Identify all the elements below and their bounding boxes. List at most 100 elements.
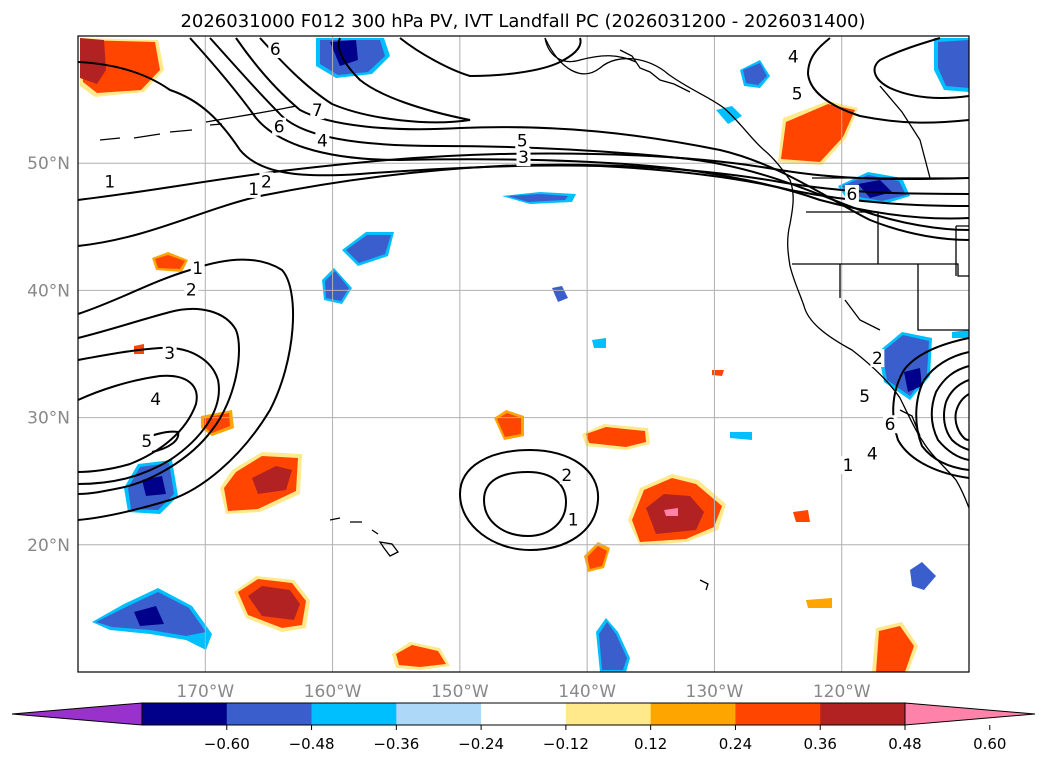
pv-negative-anomaly <box>316 38 390 78</box>
contour-label-bg <box>566 510 581 529</box>
contour-label: 2 <box>186 280 197 300</box>
contour-lines <box>77 37 970 552</box>
contour-label-bg <box>162 344 177 362</box>
colorbar-tick-label: −0.48 <box>289 735 335 753</box>
pv-positive-anomaly <box>778 101 858 165</box>
contour-label: 6 <box>270 40 281 60</box>
pv-negative-anomaly <box>92 588 212 650</box>
contour-label: 1 <box>843 456 854 476</box>
pv-negative-anomaly <box>342 232 394 266</box>
contour-label-bg <box>272 117 287 136</box>
contour-label-bg <box>148 389 163 408</box>
pv-positive-anomaly <box>872 622 918 672</box>
contour-label: 6 <box>274 118 285 138</box>
contour-label-bg <box>515 131 530 150</box>
colorbar-tick-label: −0.24 <box>458 735 504 753</box>
contour-label-bg <box>790 84 805 103</box>
contour-label: 5 <box>141 432 152 452</box>
lat-tick-label: 20°N <box>27 536 70 556</box>
contour-label-bg <box>190 258 205 277</box>
colorbar-extend-min <box>11 702 143 726</box>
contour-label-bg <box>844 185 859 203</box>
colorbar-tick-label: 0.36 <box>804 735 837 753</box>
lat-axis: 50°N 40°N 30°N 20°N <box>27 154 70 556</box>
contour-label: 2 <box>561 466 572 486</box>
colorbar-tick-label: −0.36 <box>373 735 419 753</box>
pv-negative-anomaly <box>552 60 969 590</box>
contour-label: 3 <box>518 148 529 168</box>
contour-label: 4 <box>867 444 878 464</box>
pv-positive-anomaly <box>234 576 310 632</box>
pv-positive-anomaly <box>220 452 302 514</box>
lon-tick-label: 120°W <box>813 682 871 702</box>
contour-label: 3 <box>164 344 175 364</box>
colorbar-segment <box>650 703 736 725</box>
colorbar-segment <box>142 703 228 725</box>
contour-label: 6 <box>885 415 896 435</box>
colorbar-tick-label: 0.60 <box>973 735 1006 753</box>
contour-label-bg <box>139 431 154 450</box>
contour-label-bg <box>268 39 283 58</box>
colorbar-tick-label: −0.60 <box>204 735 250 753</box>
contour-label-bg <box>865 444 880 463</box>
contour-label-bg <box>516 148 531 167</box>
colorbar-segment <box>396 703 482 725</box>
chart-title: 2026031000 F012 300 hPa PV, IVT Landfall… <box>180 11 865 32</box>
contour-label-bg <box>870 349 885 368</box>
contour-label-bg <box>259 172 274 191</box>
contour-label: 7 <box>312 101 323 121</box>
map-frame <box>77 35 970 673</box>
contour-label-bg <box>310 101 325 120</box>
contour-label-bg <box>857 387 872 406</box>
lon-tick-label: 140°W <box>558 682 616 702</box>
colorbar-tick-label: 0.24 <box>719 735 752 753</box>
pv-positive-anomaly <box>392 642 450 670</box>
pv-negative-anomaly <box>502 192 576 204</box>
pv-positive-anomaly <box>628 474 726 546</box>
lat-tick-label: 40°N <box>27 281 70 301</box>
colorbar-segment <box>820 703 906 725</box>
contour-label: 1 <box>104 172 115 192</box>
colorbar-segment <box>481 703 567 725</box>
lat-tick-label: 30°N <box>27 409 70 429</box>
lon-tick-label: 130°W <box>686 682 744 702</box>
pv-negative-anomaly <box>878 332 932 400</box>
contour-label-bg <box>315 131 330 150</box>
contour-label: 5 <box>792 85 803 105</box>
contour-label: 1 <box>192 259 203 279</box>
lon-tick-label: 150°W <box>431 682 489 702</box>
contour-label-bg <box>786 47 801 66</box>
contour-label: 4 <box>150 390 161 410</box>
pv-positive-anomaly <box>584 542 610 572</box>
pv-positive-anomaly <box>582 424 650 450</box>
pv-negative-anomaly <box>934 38 969 92</box>
pv-positive-anomaly <box>134 344 832 608</box>
contour-label-bg <box>184 280 199 299</box>
pv-negative-anomaly <box>596 618 630 672</box>
colorbar-frame <box>141 702 906 726</box>
pv-positive-anomaly <box>152 252 188 272</box>
contour-label: 1 <box>568 511 579 531</box>
contour-label: 2 <box>872 349 883 369</box>
lon-axis: 170°W 160°W 150°W 140°W 130°W 120°W <box>176 682 870 702</box>
colorbar-segment <box>311 703 397 725</box>
contour-label: 1 <box>248 180 259 200</box>
colorbar-segment <box>565 703 652 725</box>
contour-label-bg <box>246 179 261 198</box>
colorbar-segment <box>735 703 821 725</box>
contour-label: 6 <box>846 185 857 205</box>
contour-label: 4 <box>788 48 799 68</box>
contour-label-bg <box>559 466 574 485</box>
colorbar-tick-label: −0.12 <box>543 735 589 753</box>
lon-tick-label: 160°W <box>304 682 362 702</box>
colorbar-tick-label: 0.12 <box>634 735 667 753</box>
contour-label-bg <box>883 415 898 434</box>
contour-label-bg <box>841 455 856 474</box>
lat-tick-label: 50°N <box>27 154 70 174</box>
contour-label: 2 <box>261 172 272 192</box>
colorbar-segment <box>226 703 313 725</box>
